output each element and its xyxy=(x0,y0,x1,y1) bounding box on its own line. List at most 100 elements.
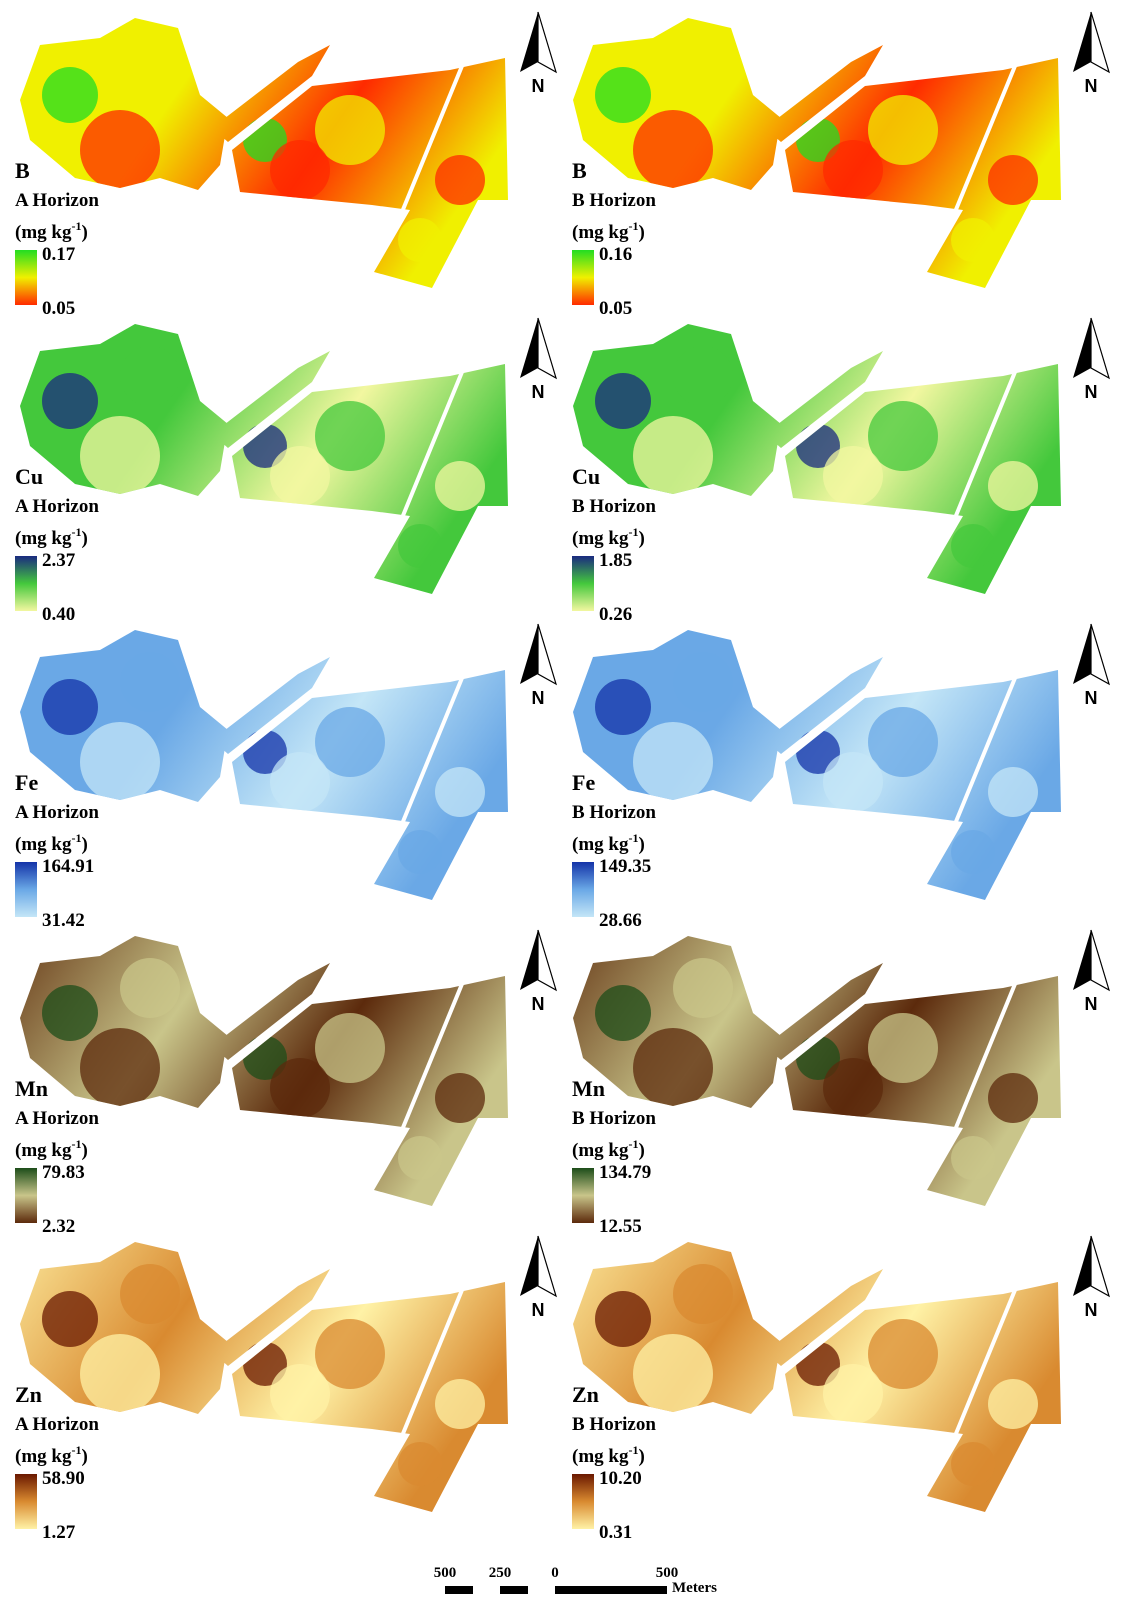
map-zone xyxy=(80,416,160,496)
horizon-label: B Horizon xyxy=(572,1414,656,1435)
horizon-label: B Horizon xyxy=(572,190,656,211)
horizon-label: B Horizon xyxy=(572,802,656,823)
map-zone xyxy=(398,524,442,568)
map-zone xyxy=(633,722,713,802)
map-zone xyxy=(435,767,485,817)
unit-text: (mg kg xyxy=(15,1140,72,1161)
unit-sup: -1 xyxy=(628,219,638,233)
map-zone xyxy=(120,652,180,712)
map-zone xyxy=(823,446,883,506)
scale-segment xyxy=(555,1586,667,1594)
unit-text: (mg kg xyxy=(15,528,72,549)
map-zone xyxy=(951,218,995,262)
north-arrow: N xyxy=(520,930,556,1014)
map-zone xyxy=(80,1334,160,1414)
map-zone xyxy=(80,110,160,190)
unit-label: (mg kg-1) xyxy=(572,831,645,855)
map-zone xyxy=(435,155,485,205)
arrow xyxy=(1091,624,1109,684)
unit-text: ) xyxy=(81,1140,87,1161)
legend-ramp xyxy=(15,250,37,305)
map-zone xyxy=(951,1136,995,1180)
legend-ramp xyxy=(15,556,37,611)
map-zone xyxy=(120,40,180,100)
legend-ramp xyxy=(15,862,37,917)
north-label: N xyxy=(1085,688,1098,708)
element-label: Mn xyxy=(572,1076,605,1101)
map-zone xyxy=(823,752,883,812)
north-label: N xyxy=(532,688,545,708)
map-zone xyxy=(595,1291,651,1347)
unit-text: ) xyxy=(81,834,87,855)
horizon-label: B Horizon xyxy=(572,496,656,517)
map-zone xyxy=(951,830,995,874)
map-zone xyxy=(80,722,160,802)
north-arrow: N xyxy=(520,12,556,96)
legend-max: 149.35 xyxy=(599,856,651,877)
arrow xyxy=(538,1236,556,1296)
unit-text: ) xyxy=(81,222,87,243)
north-label: N xyxy=(1085,76,1098,96)
map xyxy=(0,306,520,606)
horizon-label: A Horizon xyxy=(15,1108,99,1129)
unit-text: ) xyxy=(638,1140,644,1161)
scale-segment xyxy=(445,1586,473,1594)
scale-label: 0 xyxy=(551,1565,559,1581)
unit-text: ) xyxy=(81,1446,87,1467)
unit-label: (mg kg-1) xyxy=(15,831,88,855)
map-zone xyxy=(823,1058,883,1118)
horizon-label: A Horizon xyxy=(15,496,99,517)
legend-min: 12.55 xyxy=(599,1216,642,1237)
arrow xyxy=(1091,318,1109,378)
legend-ramp xyxy=(572,250,594,305)
map-zone xyxy=(673,346,733,406)
arrow xyxy=(538,318,556,378)
map-zone xyxy=(120,346,180,406)
legend-max: 10.20 xyxy=(599,1468,642,1489)
legend-min: 0.40 xyxy=(42,604,75,625)
north-label: N xyxy=(532,994,545,1014)
legend-max: 164.91 xyxy=(42,856,94,877)
legend-min: 28.66 xyxy=(599,910,642,931)
legend-max: 134.79 xyxy=(599,1162,651,1183)
unit-sup: -1 xyxy=(71,1137,81,1151)
map-zone xyxy=(988,1073,1038,1123)
map-zone xyxy=(398,218,442,262)
unit-text: (mg kg xyxy=(15,222,72,243)
north-arrow: N xyxy=(1073,624,1109,708)
map-zone xyxy=(988,1379,1038,1429)
unit-text: ) xyxy=(638,1446,644,1467)
unit-sup: -1 xyxy=(628,525,638,539)
map-zone xyxy=(988,461,1038,511)
unit-text: ) xyxy=(81,528,87,549)
unit-label: (mg kg-1) xyxy=(572,1137,645,1161)
arrow xyxy=(520,1236,538,1296)
map-zone xyxy=(398,1136,442,1180)
map-zone xyxy=(951,1442,995,1486)
north-label: N xyxy=(1085,382,1098,402)
map-zone xyxy=(595,67,651,123)
arrow xyxy=(538,624,556,684)
unit-text: ) xyxy=(638,834,644,855)
scale-label: 500 xyxy=(434,1565,457,1581)
arrow xyxy=(520,318,538,378)
legend-min: 0.05 xyxy=(599,298,632,319)
arrow xyxy=(1091,930,1109,990)
legend-min: 0.05 xyxy=(42,298,75,319)
legend-min: 31.42 xyxy=(42,910,85,931)
scale-label: 250 xyxy=(489,1565,512,1581)
map-zone xyxy=(398,1442,442,1486)
unit-text: ) xyxy=(638,528,644,549)
unit-label: (mg kg-1) xyxy=(15,1443,88,1467)
north-arrow: N xyxy=(520,1236,556,1320)
figure: NBA Horizon(mg kg-1)0.170.05NBB Horizon(… xyxy=(0,0,1128,1602)
arrow xyxy=(520,624,538,684)
horizon-label: B Horizon xyxy=(572,1108,656,1129)
unit-label: (mg kg-1) xyxy=(15,219,88,243)
map-zone xyxy=(398,830,442,874)
arrow xyxy=(1073,1236,1091,1296)
